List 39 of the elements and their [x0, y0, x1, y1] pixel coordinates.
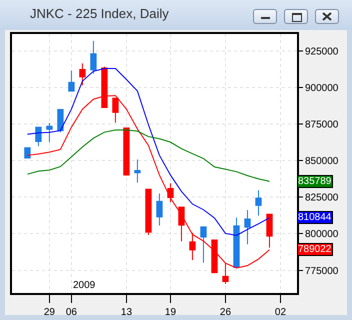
chart-title: JNKC - 225 Index, Daily	[30, 6, 169, 21]
candlestick	[35, 126, 42, 147]
x-tick-label: 26	[220, 307, 232, 318]
line-series	[26, 68, 270, 236]
candlestick	[244, 210, 251, 245]
candlestick	[79, 62, 86, 86]
candlestick	[255, 190, 262, 216]
y-tick-label: 850000	[305, 156, 339, 168]
candlestick	[233, 217, 240, 268]
candlestick	[178, 206, 185, 242]
candlestick	[200, 226, 207, 264]
x-tick-label: 02	[274, 307, 286, 318]
annotation: 835789	[298, 176, 332, 187]
candlestick	[46, 122, 53, 143]
candlestick	[156, 193, 163, 226]
y-tick-label: 825000	[305, 192, 339, 204]
x-tick-label: 13	[120, 307, 132, 318]
line-series	[26, 129, 270, 182]
annotation: 810844	[298, 212, 332, 223]
candlestick	[134, 159, 141, 184]
y-tick-label: 875000	[305, 119, 339, 130]
annotation: 789022	[298, 244, 332, 255]
y-tick-label: 925000	[305, 46, 339, 58]
y-tick-label: 900000	[305, 82, 339, 94]
candlestick	[189, 232, 196, 261]
y-tick-label: 775000	[305, 266, 339, 277]
y-tick-label: 800000	[305, 229, 339, 240]
x-tick-label: 29	[44, 307, 56, 318]
candlestick	[90, 40, 97, 74]
candlestick	[145, 188, 152, 236]
candlestick	[57, 109, 64, 133]
x-tick-label: 19	[164, 307, 176, 318]
x-tick-label: 06	[66, 307, 78, 318]
candlestick	[266, 214, 273, 248]
candlestick	[68, 70, 75, 92]
candlestick	[123, 127, 130, 176]
candlestick	[24, 147, 31, 158]
candlestick	[112, 98, 119, 124]
annotation: 2009	[73, 280, 96, 291]
